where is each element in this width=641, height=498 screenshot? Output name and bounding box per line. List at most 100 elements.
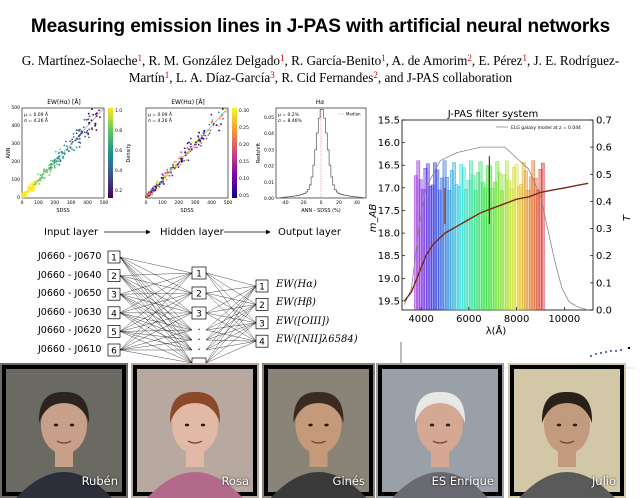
- scatter1-point: [70, 142, 73, 145]
- input-node-number: 1: [111, 254, 117, 264]
- jpas-filter-band: [493, 181, 497, 311]
- participant-video-tile[interactable]: Rosa: [131, 363, 259, 498]
- output-node: [255, 298, 269, 311]
- scatter2-xtick: 300: [191, 200, 200, 206]
- scatter2-xtick: 100: [158, 200, 167, 206]
- scatter1-point: [53, 159, 56, 162]
- scatter2-title: EW(Hα) [Å]: [171, 99, 205, 106]
- participant-video-tile[interactable]: Ginés: [262, 363, 375, 498]
- scatter2-point: [185, 154, 187, 157]
- scatter1-point: [85, 131, 88, 134]
- participant-video-tile[interactable]: ES Enrique: [376, 363, 504, 498]
- jpas-filter-band: [512, 167, 516, 311]
- participant-video-tile[interactable]: Julio: [508, 363, 626, 498]
- input-feature-label: J0660 - J0610: [38, 344, 102, 355]
- scatter1-point: [78, 146, 81, 148]
- scatter2-point: [148, 192, 151, 195]
- scatter2-point: [197, 135, 199, 137]
- jpas-filter-band: [476, 172, 480, 311]
- scatter1-point: [90, 119, 93, 122]
- jpas-filter-band: [433, 162, 437, 311]
- scatter2-point: [151, 190, 153, 192]
- scatter2-point: [189, 145, 192, 148]
- scatter2-point: [173, 161, 176, 164]
- scatter1-point: [95, 129, 98, 131]
- author-affiliation: 1: [164, 70, 170, 80]
- jpas-filter-band: [457, 186, 461, 311]
- scatter2-point: [202, 137, 205, 140]
- author-separator: ,: [141, 53, 149, 68]
- scatter1-point: [49, 170, 52, 173]
- input-node-number: 3: [111, 291, 117, 301]
- jpas-filter-band: [538, 169, 543, 311]
- jpas-filter-band: [454, 184, 459, 311]
- chart-y2tick: 0.7: [596, 116, 612, 127]
- author-separator: ,: [274, 70, 282, 85]
- scatter1-point: [35, 184, 38, 187]
- scatter1-point: [33, 183, 36, 186]
- scatter1-point: [23, 190, 26, 193]
- scatter2-point: [153, 189, 155, 192]
- author-name: G. Martínez-Solaeche: [21, 53, 138, 68]
- scatter2-point: [191, 142, 193, 144]
- scatter2-point: [155, 187, 157, 190]
- scatter1-point: [87, 112, 90, 115]
- hist-mu: μ = 0.2%: [278, 112, 300, 118]
- scatter1-xtick: 300: [67, 200, 76, 206]
- scatter1-point: [57, 160, 60, 163]
- scatter2-point: [189, 150, 192, 153]
- scatter2-cbar-tick: 0.10: [239, 176, 249, 182]
- scatter1-point: [39, 179, 42, 181]
- participant-video-tile[interactable]: Rubén: [0, 363, 128, 498]
- scatter2-point: [197, 137, 200, 139]
- chart-ytick: 16.0: [378, 138, 400, 149]
- hist-ytick: 0.05: [264, 115, 274, 121]
- scatter1-point: [91, 127, 93, 129]
- scatter1-point: [27, 191, 30, 194]
- scatter1-point: [87, 118, 90, 121]
- scatter2-point: [218, 125, 220, 127]
- scatter1-point: [69, 146, 72, 149]
- scatter1-point: [83, 118, 86, 121]
- author-separator: , and J-PAS collaboration: [377, 70, 513, 85]
- scatter1-point: [58, 158, 61, 160]
- scatter1-point: [88, 128, 91, 131]
- scatter2-point: [160, 177, 163, 179]
- participant-video-feed: [0, 363, 128, 498]
- scatter1-point: [21, 195, 23, 198]
- scatter2-point: [146, 195, 148, 198]
- scatter1-point: [65, 145, 68, 148]
- author-affiliation: 1: [522, 53, 527, 63]
- poster-title: Measuring emission lines in J-PAS with a…: [30, 16, 611, 37]
- scatter2-point: [175, 160, 177, 163]
- scatter2-point: [158, 183, 161, 186]
- scatter2-point: [183, 159, 186, 162]
- scatter2-point: [158, 185, 161, 188]
- input-node-number: 2: [111, 272, 117, 282]
- scatter1-ytick: 0: [17, 195, 20, 201]
- scatter2-point: [173, 167, 176, 170]
- scatter1-point: [62, 157, 65, 159]
- input-node: [107, 287, 121, 301]
- scatter1-point: [74, 139, 77, 142]
- scatter1-point: [34, 180, 36, 183]
- scatter1-xlabel: SDSS: [56, 208, 69, 214]
- hist-sigma: σ = 8.46%: [278, 118, 303, 124]
- scatter2-point: [196, 146, 198, 149]
- scatter1-point: [41, 174, 43, 177]
- scatter2-point: [163, 183, 165, 185]
- input-feature-label: J0660 - J0620: [38, 325, 102, 337]
- scatter1-point: [60, 151, 63, 153]
- scatter2-point: [175, 166, 177, 168]
- scatter2-cbar-label: Redshift: [256, 143, 262, 163]
- scatter2-point: [161, 180, 164, 183]
- scatter2-point: [222, 118, 224, 120]
- chart-ytick: 15.5: [378, 116, 400, 127]
- scatter2-point: [218, 129, 220, 132]
- input-layer-label: Input layer: [44, 227, 99, 238]
- chart-ytick: 18.0: [378, 229, 400, 240]
- scatter1-point: [30, 185, 33, 188]
- hidden-ellipsis: ·: [197, 333, 201, 346]
- scatter2-point: [177, 166, 180, 168]
- scatter1-mu: μ = 0.09 Å: [24, 111, 49, 118]
